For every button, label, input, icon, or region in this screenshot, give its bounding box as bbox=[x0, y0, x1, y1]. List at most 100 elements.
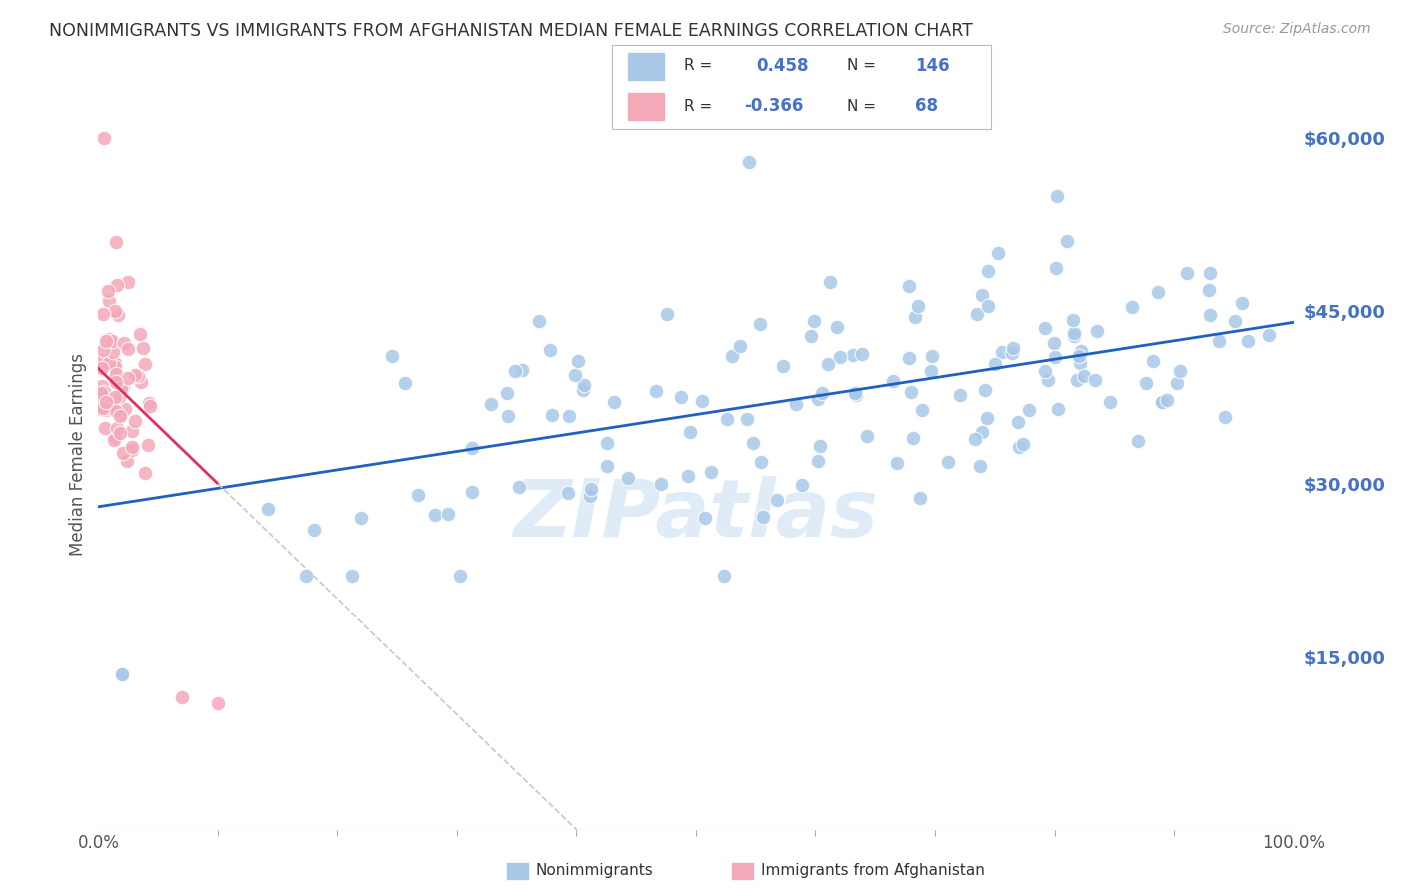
Point bbox=[104, 404, 127, 418]
Point bbox=[117, 275, 139, 289]
Point bbox=[91, 392, 114, 406]
Text: NONIMMIGRANTS VS IMMIGRANTS FROM AFGHANISTAN MEDIAN FEMALE EARNINGS CORRELATION : NONIMMIGRANTS VS IMMIGRANTS FROM AFGHANI… bbox=[49, 22, 973, 40]
Point bbox=[1121, 300, 1143, 314]
Point bbox=[970, 425, 993, 439]
Point bbox=[1047, 402, 1070, 417]
Point bbox=[110, 380, 132, 394]
FancyBboxPatch shape bbox=[627, 53, 665, 81]
Point bbox=[90, 401, 112, 416]
Point bbox=[657, 307, 679, 321]
Point bbox=[127, 369, 149, 384]
Point bbox=[394, 376, 416, 390]
Point bbox=[716, 412, 738, 426]
Point bbox=[96, 284, 118, 298]
Point bbox=[811, 386, 834, 401]
Point bbox=[350, 511, 373, 525]
Point bbox=[1045, 261, 1067, 276]
Point bbox=[101, 334, 124, 348]
Point bbox=[1001, 341, 1024, 355]
Point bbox=[124, 414, 146, 428]
Point bbox=[129, 375, 152, 389]
Point bbox=[108, 425, 131, 440]
Point bbox=[679, 425, 702, 439]
Point bbox=[93, 421, 115, 435]
Point bbox=[1223, 314, 1246, 328]
Point bbox=[650, 476, 672, 491]
Point bbox=[508, 480, 530, 494]
Point bbox=[817, 358, 839, 372]
Point bbox=[105, 277, 128, 292]
Point bbox=[851, 347, 873, 361]
Point bbox=[1067, 349, 1090, 363]
Point bbox=[966, 307, 988, 321]
Point bbox=[460, 484, 482, 499]
Point bbox=[257, 501, 280, 516]
Text: ZIPatlas: ZIPatlas bbox=[513, 475, 879, 554]
Point bbox=[897, 278, 920, 293]
Point bbox=[1150, 395, 1173, 409]
Point bbox=[406, 488, 429, 502]
Point bbox=[669, 390, 692, 404]
Point bbox=[1177, 267, 1199, 281]
Point bbox=[1001, 345, 1024, 359]
Point bbox=[107, 308, 129, 322]
Text: Source: ZipAtlas.com: Source: ZipAtlas.com bbox=[1223, 22, 1371, 37]
Point bbox=[449, 569, 471, 583]
Point bbox=[749, 455, 772, 469]
Point bbox=[572, 383, 595, 397]
Point bbox=[765, 493, 787, 508]
Point bbox=[645, 384, 668, 398]
Point bbox=[882, 374, 904, 388]
Point bbox=[108, 409, 131, 423]
Text: R =: R = bbox=[683, 58, 711, 73]
Point bbox=[970, 287, 993, 301]
Point bbox=[105, 235, 128, 249]
Point bbox=[138, 395, 160, 409]
Point bbox=[827, 320, 849, 334]
Point bbox=[104, 359, 127, 374]
Point bbox=[1033, 321, 1056, 335]
Point bbox=[101, 345, 124, 359]
Point bbox=[540, 409, 562, 423]
Point bbox=[121, 440, 143, 454]
Point bbox=[91, 307, 114, 321]
Point bbox=[790, 478, 813, 492]
Point bbox=[111, 380, 134, 394]
Point bbox=[904, 310, 927, 325]
Point bbox=[510, 363, 533, 377]
Point bbox=[567, 353, 589, 368]
Point bbox=[785, 397, 807, 411]
Point bbox=[103, 433, 125, 447]
Point bbox=[96, 334, 118, 348]
Point bbox=[713, 569, 735, 583]
Point bbox=[1084, 373, 1107, 387]
Point bbox=[901, 432, 924, 446]
Point bbox=[495, 386, 517, 401]
Point bbox=[728, 339, 751, 353]
Point bbox=[1213, 410, 1236, 425]
Point bbox=[117, 343, 139, 357]
Point bbox=[808, 439, 831, 453]
Point bbox=[111, 667, 134, 681]
Point bbox=[129, 327, 152, 342]
Point bbox=[131, 341, 153, 355]
Point bbox=[117, 453, 139, 467]
Text: Immigrants from Afghanistan: Immigrants from Afghanistan bbox=[761, 863, 984, 878]
Point bbox=[557, 485, 579, 500]
Point bbox=[987, 246, 1010, 260]
Point bbox=[742, 436, 765, 450]
Point bbox=[91, 343, 114, 357]
Point bbox=[695, 510, 717, 524]
Point bbox=[381, 349, 404, 363]
Point bbox=[803, 314, 825, 328]
Point bbox=[1018, 403, 1040, 417]
Point bbox=[461, 441, 484, 455]
Point bbox=[984, 357, 1007, 371]
Point bbox=[117, 371, 139, 385]
Point bbox=[93, 131, 115, 145]
Point bbox=[977, 299, 1000, 313]
Point bbox=[1056, 235, 1078, 249]
Point bbox=[90, 360, 112, 375]
Point bbox=[963, 432, 986, 446]
Point bbox=[721, 349, 744, 363]
